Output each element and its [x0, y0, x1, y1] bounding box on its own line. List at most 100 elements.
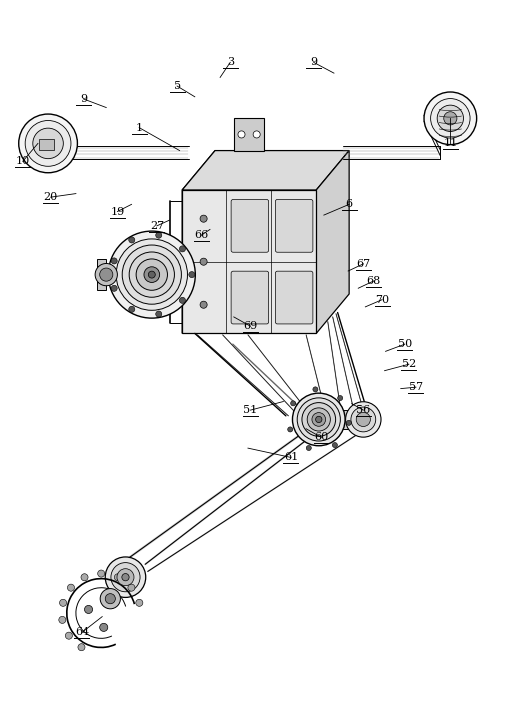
Circle shape: [99, 268, 113, 281]
Circle shape: [237, 131, 244, 138]
Circle shape: [84, 605, 92, 614]
Circle shape: [128, 306, 134, 313]
FancyBboxPatch shape: [275, 199, 312, 252]
Circle shape: [423, 92, 476, 145]
Text: 52: 52: [401, 359, 415, 369]
Circle shape: [135, 599, 142, 607]
Polygon shape: [182, 151, 215, 333]
Circle shape: [33, 128, 63, 158]
Text: 11: 11: [442, 138, 457, 148]
Polygon shape: [329, 410, 353, 429]
Circle shape: [199, 258, 207, 265]
Circle shape: [128, 237, 134, 243]
Circle shape: [105, 557, 145, 597]
Circle shape: [436, 105, 463, 131]
Circle shape: [311, 412, 325, 427]
Circle shape: [337, 396, 342, 401]
Circle shape: [430, 98, 469, 138]
Text: 66: 66: [194, 230, 208, 240]
Circle shape: [67, 584, 74, 592]
Circle shape: [443, 112, 456, 125]
Circle shape: [287, 427, 292, 432]
Circle shape: [199, 301, 207, 308]
Circle shape: [111, 285, 117, 291]
Circle shape: [25, 120, 71, 166]
Polygon shape: [182, 151, 348, 190]
Polygon shape: [182, 190, 316, 333]
Circle shape: [65, 632, 72, 640]
Circle shape: [128, 584, 135, 592]
Circle shape: [356, 412, 370, 427]
Text: 64: 64: [75, 627, 89, 637]
Text: 69: 69: [243, 321, 257, 331]
Circle shape: [306, 445, 311, 450]
Text: 5: 5: [173, 81, 180, 91]
Circle shape: [99, 623, 108, 632]
Circle shape: [290, 401, 295, 406]
Text: 67: 67: [356, 259, 370, 269]
Circle shape: [312, 387, 317, 392]
Circle shape: [78, 644, 85, 651]
Circle shape: [114, 574, 121, 581]
Circle shape: [179, 298, 185, 303]
Circle shape: [122, 245, 181, 304]
Circle shape: [179, 246, 185, 252]
FancyBboxPatch shape: [275, 271, 312, 324]
Polygon shape: [233, 118, 264, 151]
Circle shape: [111, 563, 140, 592]
Polygon shape: [316, 151, 348, 333]
Circle shape: [97, 570, 105, 577]
Circle shape: [122, 574, 129, 581]
Circle shape: [144, 267, 159, 282]
Circle shape: [156, 311, 162, 317]
Text: 60: 60: [314, 432, 328, 442]
Circle shape: [252, 131, 260, 138]
Text: 3: 3: [226, 57, 233, 67]
Text: 51: 51: [243, 405, 257, 415]
Circle shape: [345, 420, 350, 425]
Circle shape: [105, 594, 115, 604]
Circle shape: [108, 231, 195, 318]
Text: 68: 68: [366, 276, 380, 286]
Circle shape: [315, 417, 321, 422]
Text: 56: 56: [356, 405, 370, 415]
Text: 9: 9: [310, 57, 317, 67]
Text: 27: 27: [149, 221, 164, 231]
Text: 61: 61: [283, 452, 297, 462]
Circle shape: [156, 232, 162, 238]
Circle shape: [116, 239, 187, 310]
FancyBboxPatch shape: [231, 271, 268, 324]
Text: 20: 20: [43, 192, 58, 202]
Circle shape: [148, 271, 155, 278]
Circle shape: [199, 215, 207, 222]
Circle shape: [81, 574, 88, 581]
Text: 6: 6: [345, 199, 352, 209]
Circle shape: [332, 442, 337, 447]
Circle shape: [60, 599, 67, 607]
Circle shape: [136, 259, 167, 290]
Circle shape: [350, 407, 375, 432]
Circle shape: [117, 569, 134, 586]
Circle shape: [59, 617, 66, 623]
Circle shape: [345, 402, 380, 437]
Circle shape: [292, 393, 344, 446]
Circle shape: [129, 252, 174, 298]
Circle shape: [296, 398, 340, 441]
FancyBboxPatch shape: [231, 199, 268, 252]
Circle shape: [111, 258, 117, 264]
Circle shape: [301, 403, 335, 436]
Circle shape: [307, 408, 330, 431]
Text: 10: 10: [16, 156, 30, 166]
Circle shape: [100, 589, 120, 609]
Circle shape: [188, 272, 194, 277]
Text: 9: 9: [80, 94, 87, 104]
Text: 1: 1: [135, 123, 142, 133]
Circle shape: [19, 114, 77, 173]
Polygon shape: [39, 139, 54, 150]
Polygon shape: [97, 259, 106, 290]
Text: 50: 50: [397, 339, 411, 349]
Circle shape: [95, 263, 117, 286]
FancyBboxPatch shape: [97, 267, 109, 282]
Text: 57: 57: [408, 382, 422, 392]
Text: 70: 70: [374, 295, 388, 305]
